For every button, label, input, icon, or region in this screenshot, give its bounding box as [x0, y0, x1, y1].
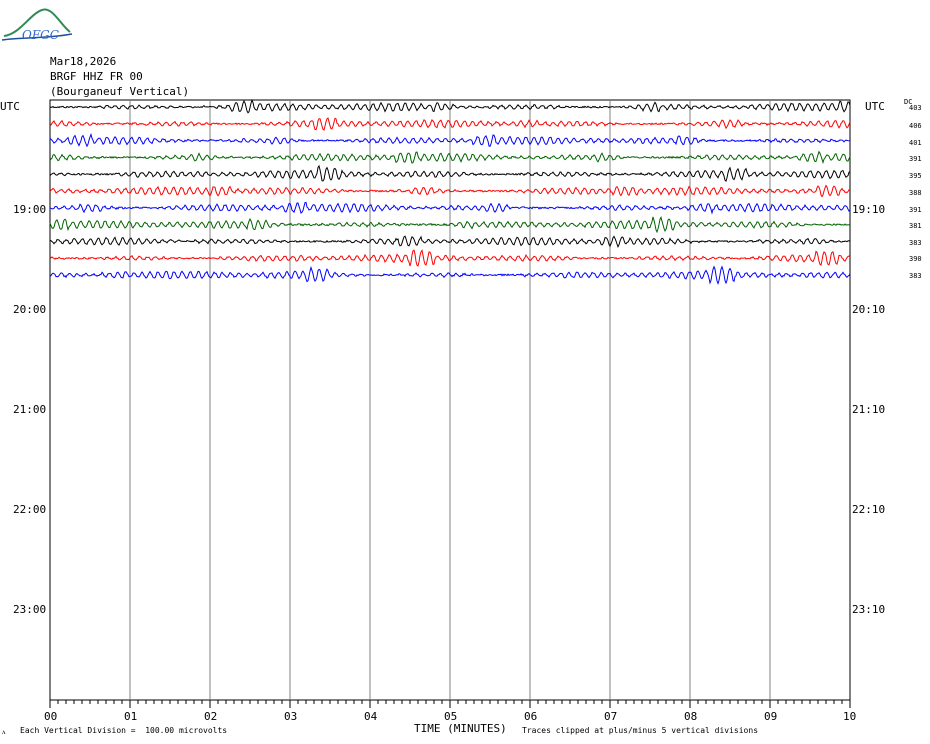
dc-value: 403: [909, 104, 922, 112]
dc-value: 381: [909, 222, 922, 230]
dc-value: 383: [909, 272, 922, 280]
header-station: BRGF HHZ FR 00: [50, 70, 143, 83]
logo-text: OFGC: [22, 28, 59, 42]
left-time-label: 23:00: [13, 603, 47, 616]
x-tick-label: 09: [764, 710, 778, 723]
left-time-label: 20:00: [13, 303, 47, 316]
left-time-label: 22:00: [13, 503, 47, 516]
x-tick-label: 06: [524, 710, 538, 723]
x-tick-label: 01: [124, 710, 138, 723]
trace-line: [49, 235, 851, 248]
x-tick-label: 04: [364, 710, 378, 723]
trace-line: [49, 216, 851, 234]
x-tick-label: 07: [604, 710, 618, 723]
trace-line: [49, 164, 851, 182]
dc-value: 401: [909, 139, 922, 147]
dc-value: 391: [909, 206, 922, 214]
left-time-label: 19:00: [13, 203, 47, 216]
x-axis-title: TIME (MINUTES): [414, 722, 507, 735]
trace-line: [49, 132, 851, 148]
x-tick-label: 02: [204, 710, 218, 723]
trace-line: [49, 117, 851, 131]
x-tick-label: 00: [44, 710, 58, 723]
trace-line: [49, 150, 851, 165]
header-location: (Bourganeuf Vertical): [50, 85, 190, 98]
header-date: Mar18,2026: [50, 55, 117, 68]
logo: OFGC: [0, 4, 80, 44]
left-time-label: 21:00: [13, 403, 47, 416]
left-axis-title: UTC: [0, 100, 20, 113]
trace-line: [49, 201, 851, 215]
trace-line: [49, 249, 851, 267]
footer-clip-note: Traces clipped at plus/minus 5 vertical …: [522, 726, 759, 735]
right-axis-title: UTC: [865, 100, 885, 113]
dc-title: DC: [904, 98, 913, 106]
x-tick-label: 10: [843, 710, 857, 723]
right-time-label: 19:10: [852, 203, 886, 216]
trace-line: [49, 184, 851, 198]
trace-line: [49, 265, 851, 286]
dc-value: 388: [909, 189, 922, 197]
dc-value: 406: [909, 122, 922, 130]
dc-value: 395: [909, 172, 922, 180]
right-time-label: 20:10: [852, 303, 886, 316]
right-time-label: 21:10: [852, 403, 886, 416]
footer-mark: ᴧ: [2, 728, 6, 736]
x-tick-label: 03: [284, 710, 298, 723]
footer-division: Each Vertical Division = 100.00 microvol…: [20, 726, 228, 735]
dc-value: 383: [909, 239, 922, 247]
logo-swoosh-icon: [1, 8, 73, 41]
x-tick-label: 05: [444, 710, 458, 723]
trace-line: [49, 98, 851, 114]
right-time-label: 22:10: [852, 503, 886, 516]
right-time-label: 23:10: [852, 603, 886, 616]
dc-value: 391: [909, 155, 922, 163]
x-tick-label: 08: [684, 710, 698, 723]
dc-value: 390: [909, 255, 922, 263]
